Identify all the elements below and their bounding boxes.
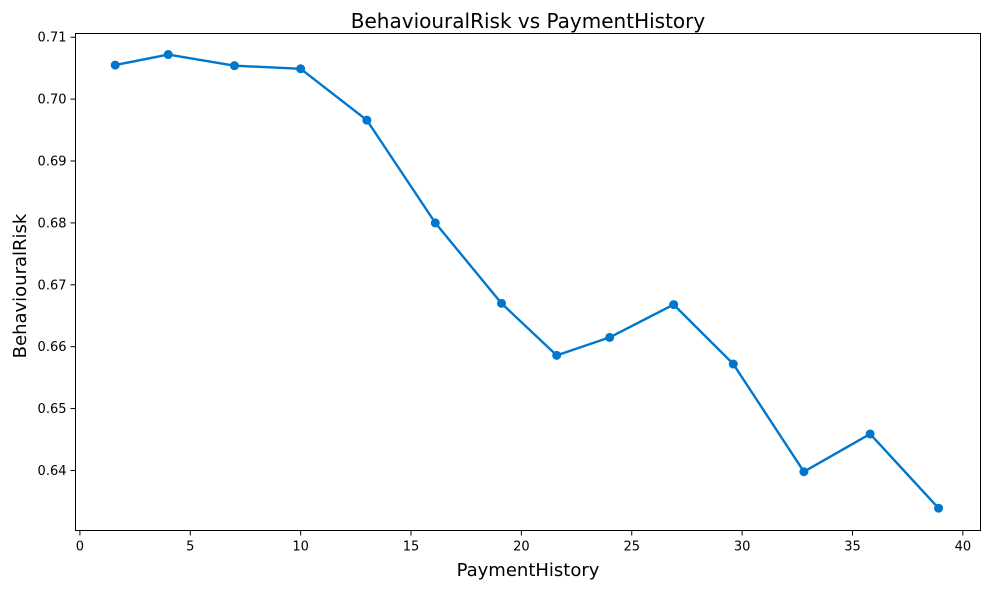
y-tick-label: 0.68 [38, 216, 67, 231]
x-tick-label: 40 [955, 540, 972, 555]
x-tick-label: 15 [403, 540, 420, 555]
data-point [799, 467, 809, 477]
data-point [605, 332, 615, 342]
series-layer [110, 50, 944, 513]
y-axis: 0.64 0.65 0.66 0.67 0.68 0.69 0.70 0.71 [38, 31, 76, 479]
data-point [934, 503, 944, 513]
y-tick-label: 0.69 [38, 154, 67, 169]
data-point [497, 298, 507, 308]
y-tick-label: 0.67 [38, 278, 67, 293]
data-point [362, 115, 372, 125]
y-tick-label: 0.70 [38, 93, 67, 108]
data-point [110, 60, 120, 70]
x-tick-label: 0 [76, 540, 84, 555]
data-point [163, 50, 173, 60]
x-tick-label: 35 [844, 540, 861, 555]
y-tick-label: 0.65 [38, 402, 67, 417]
data-point [430, 218, 440, 228]
x-axis: 0 5 10 15 20 25 30 35 40 [76, 530, 972, 555]
data-point [728, 359, 738, 369]
series-line [114, 53, 940, 510]
data-point [669, 300, 679, 310]
y-tick-label: 0.64 [38, 464, 67, 479]
y-axis-label: BehaviouralRisk [10, 213, 31, 358]
data-point [865, 429, 875, 439]
x-tick-label: 5 [186, 540, 194, 555]
x-tick-label: 20 [513, 540, 530, 555]
chart-title: BehaviouralRisk vs PaymentHistory [351, 9, 706, 33]
data-point [296, 64, 306, 74]
x-tick-label: 30 [734, 540, 751, 555]
data-point [229, 61, 239, 71]
data-point [552, 350, 562, 360]
x-tick-label: 25 [623, 540, 640, 555]
y-tick-label: 0.71 [38, 31, 67, 46]
plot-area-frame [75, 33, 981, 531]
x-tick-label: 10 [292, 540, 309, 555]
x-axis-label: PaymentHistory [457, 560, 600, 581]
y-tick-label: 0.66 [38, 340, 67, 355]
